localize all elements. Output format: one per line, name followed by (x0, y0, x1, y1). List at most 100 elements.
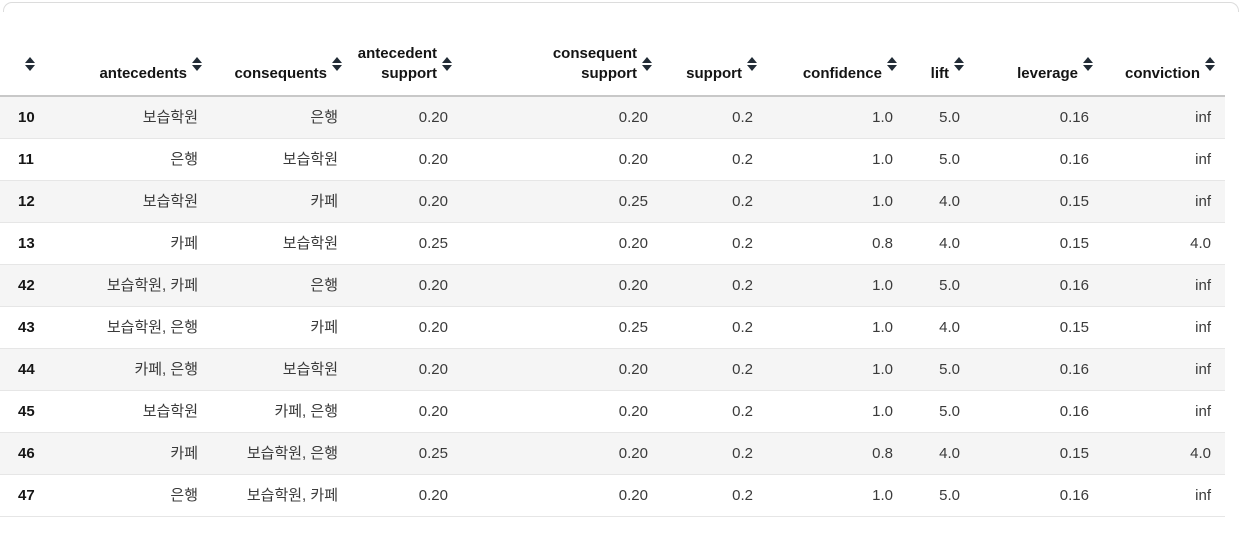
cell-lift: 4.0 (907, 432, 974, 475)
column-header-content: confidence (777, 44, 897, 84)
cell-leverage: 0.16 (974, 264, 1103, 307)
row-index-cell: 11 (0, 138, 45, 181)
cell-support: 0.2 (662, 348, 767, 391)
cell-consequent_support: 0.20 (462, 138, 662, 181)
row-index-cell: 47 (0, 474, 45, 517)
cell-antecedents: 보습학원 (45, 390, 212, 433)
cell-consequent_support: 0.20 (462, 390, 662, 433)
column-header-conviction[interactable]: conviction (1103, 12, 1225, 97)
cell-lift: 5.0 (907, 474, 974, 517)
table-row: 11 은행 보습학원 0.20 0.20 0.2 1.0 5.0 0.16 inf (0, 138, 1225, 181)
column-header-content: leverage (984, 44, 1093, 84)
column-header-lift[interactable]: lift (907, 12, 974, 97)
cell-consequents: 보습학원, 카페 (212, 474, 352, 517)
table-row: 44 카페, 은행 보습학원 0.20 0.20 0.2 1.0 5.0 0.16 inf (0, 348, 1225, 391)
cell-antecedents: 보습학원, 은행 (45, 306, 212, 349)
cell-consequent_support: 0.20 (462, 348, 662, 391)
row-index-cell: 43 (0, 306, 45, 349)
column-header-content: conviction (1113, 44, 1215, 84)
cell-confidence: 1.0 (767, 96, 907, 139)
column-header-antecedents[interactable]: antecedents (45, 12, 212, 97)
cell-support: 0.2 (662, 432, 767, 475)
cell-antecedent_support: 0.20 (352, 474, 462, 517)
cell-antecedents: 카페, 은행 (45, 348, 212, 391)
cell-antecedent_support: 0.25 (352, 432, 462, 475)
row-index-cell: 12 (0, 180, 45, 223)
cell-antecedent_support: 0.20 (352, 138, 462, 181)
cell-conviction: 4.0 (1103, 432, 1225, 475)
panel-top-border (3, 2, 1239, 12)
column-header-content: consequents (222, 44, 342, 84)
column-label: antecedents (99, 65, 187, 82)
column-label: consequent support (552, 45, 637, 82)
cell-lift: 5.0 (907, 348, 974, 391)
cell-leverage: 0.16 (974, 348, 1103, 391)
column-header-content: support (672, 44, 757, 84)
column-header-content (10, 44, 35, 84)
column-label: support (686, 65, 742, 82)
cell-support: 0.2 (662, 306, 767, 349)
cell-consequent_support: 0.25 (462, 306, 662, 349)
cell-support: 0.2 (662, 474, 767, 517)
table-row: 12 보습학원 카페 0.20 0.25 0.2 1.0 4.0 0.15 inf (0, 180, 1225, 223)
cell-consequents: 카페 (212, 180, 352, 223)
cell-confidence: 0.8 (767, 222, 907, 265)
cell-conviction: inf (1103, 348, 1225, 391)
table-row: 47 은행 보습학원, 카페 0.20 0.20 0.2 1.0 5.0 0.16 inf (0, 474, 1225, 517)
cell-consequents: 보습학원, 은행 (212, 432, 352, 475)
cell-lift: 4.0 (907, 222, 974, 265)
sort-icon (1083, 57, 1093, 71)
table-row: 46 카페 보습학원, 은행 0.25 0.20 0.2 0.8 4.0 0.15 4.0 (0, 432, 1225, 475)
cell-support: 0.2 (662, 138, 767, 181)
column-header-consequents[interactable]: consequents (212, 12, 352, 97)
cell-conviction: inf (1103, 306, 1225, 349)
sort-icon (332, 57, 342, 71)
column-header-confidence[interactable]: confidence (767, 12, 907, 97)
cell-consequent_support: 0.20 (462, 432, 662, 475)
table-row: 13 카페 보습학원 0.25 0.20 0.2 0.8 4.0 0.15 4.0 (0, 222, 1225, 265)
cell-consequent_support: 0.20 (462, 96, 662, 139)
cell-lift: 5.0 (907, 96, 974, 139)
cell-antecedents: 카페 (45, 222, 212, 265)
cell-confidence: 1.0 (767, 348, 907, 391)
cell-leverage: 0.15 (974, 180, 1103, 223)
cell-antecedent_support: 0.20 (352, 264, 462, 307)
row-index-cell: 44 (0, 348, 45, 391)
table-row: 45 보습학원 카페, 은행 0.20 0.20 0.2 1.0 5.0 0.16 inf (0, 390, 1225, 433)
cell-confidence: 1.0 (767, 138, 907, 181)
cell-support: 0.2 (662, 96, 767, 139)
column-label: consequents (234, 65, 327, 82)
column-header-leverage[interactable]: leverage (974, 12, 1103, 97)
column-label: confidence (802, 65, 882, 82)
table-row: 43 보습학원, 은행 카페 0.20 0.25 0.2 1.0 4.0 0.15 inf (0, 306, 1225, 349)
cell-conviction: inf (1103, 96, 1225, 139)
cell-antecedents: 카페 (45, 432, 212, 475)
cell-leverage: 0.15 (974, 222, 1103, 265)
cell-leverage: 0.15 (974, 306, 1103, 349)
cell-antecedent_support: 0.25 (352, 222, 462, 265)
sort-icon (192, 57, 202, 71)
cell-lift: 4.0 (907, 180, 974, 223)
column-header-antecedent_support[interactable]: antecedent support (352, 12, 462, 97)
cell-confidence: 1.0 (767, 180, 907, 223)
cell-consequent_support: 0.20 (462, 264, 662, 307)
column-header-support[interactable]: support (662, 12, 767, 97)
cell-confidence: 0.8 (767, 432, 907, 475)
sort-icon (1205, 57, 1215, 71)
column-header-content: antecedent support (358, 44, 452, 84)
cell-antecedent_support: 0.20 (352, 180, 462, 223)
cell-lift: 4.0 (907, 306, 974, 349)
column-header-index[interactable] (0, 12, 45, 97)
cell-antecedents: 은행 (45, 474, 212, 517)
table-body: 10 보습학원 은행 0.20 0.20 0.2 1.0 5.0 0.16 inf 11 은행 보습학원… (0, 96, 1225, 517)
cell-conviction: inf (1103, 138, 1225, 181)
cell-support: 0.2 (662, 264, 767, 307)
cell-confidence: 1.0 (767, 264, 907, 307)
cell-consequent_support: 0.25 (462, 180, 662, 223)
column-header-consequent_support[interactable]: consequent support (462, 12, 662, 97)
cell-consequents: 보습학원 (212, 348, 352, 391)
cell-leverage: 0.16 (974, 138, 1103, 181)
cell-antecedent_support: 0.20 (352, 96, 462, 139)
cell-antecedents: 보습학원 (45, 180, 212, 223)
